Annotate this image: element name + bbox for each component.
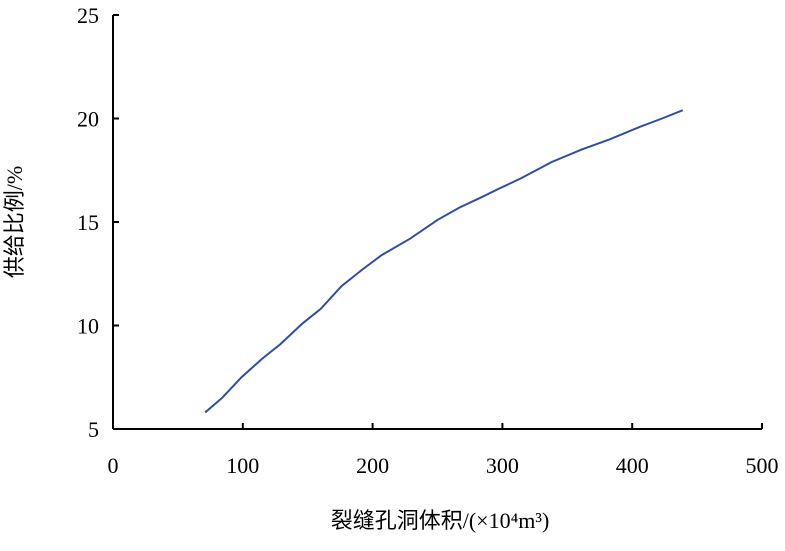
y-tick-label: 5 [88, 417, 99, 442]
x-tick-label: 300 [486, 453, 519, 478]
x-tick-label: 0 [108, 453, 119, 478]
y-axis-label: 供给比例/% [2, 166, 27, 278]
x-tick-label: 500 [746, 453, 779, 478]
x-tick-label: 100 [226, 453, 259, 478]
y-tick-label: 15 [77, 210, 99, 235]
y-tick-label: 25 [77, 3, 99, 28]
y-tick-label: 10 [77, 314, 99, 339]
x-axis-label: 裂缝孔洞体积/(×10⁴m³) [331, 508, 550, 533]
x-tick-label: 400 [616, 453, 649, 478]
data-line [204, 109, 684, 414]
y-tick-label: 20 [77, 107, 99, 132]
x-tick-label: 200 [356, 453, 389, 478]
